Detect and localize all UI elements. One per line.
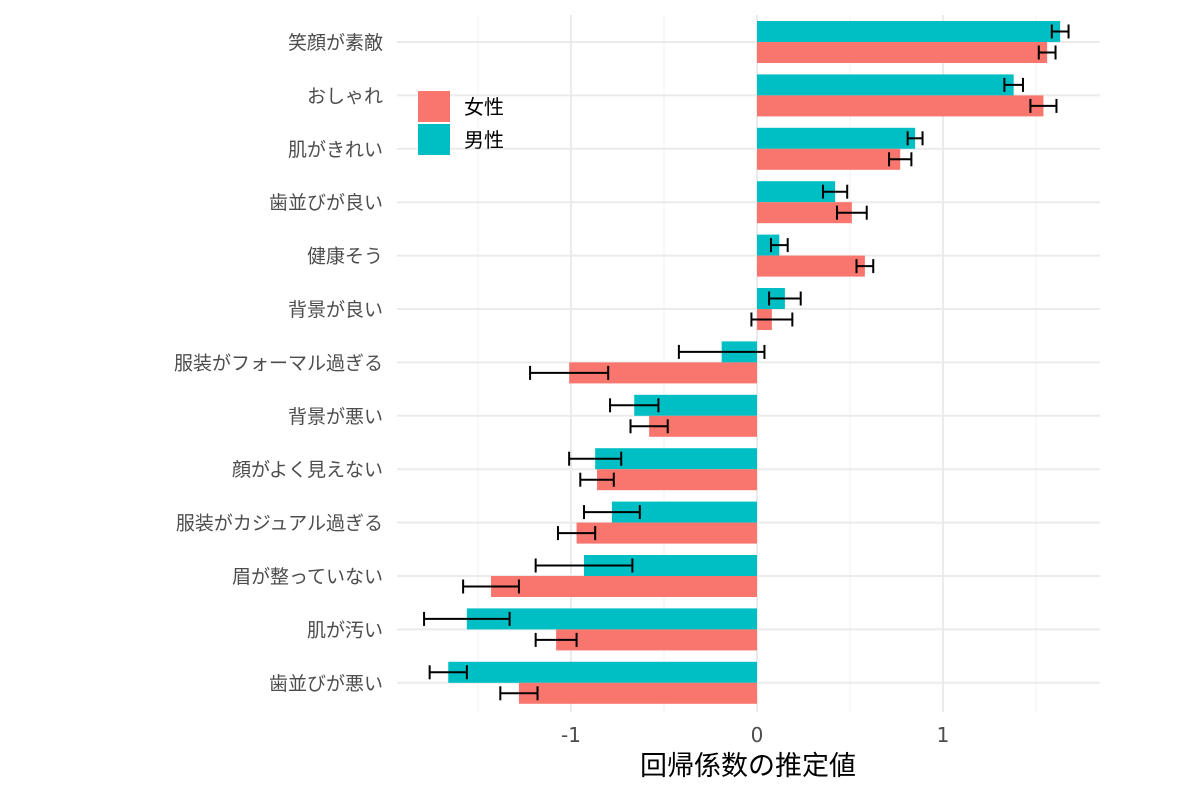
legend-swatch-female	[418, 91, 450, 122]
error-bar-male	[1050, 24, 1070, 39]
bar-male	[466, 608, 757, 630]
error-bars	[423, 24, 1070, 701]
bar-female	[757, 42, 1048, 63]
x-axis-title: 回帰係数の推定値	[640, 751, 856, 782]
error-bar-female	[556, 526, 597, 541]
legend-swatch-male	[418, 124, 450, 155]
error-bar-male	[423, 611, 511, 626]
bar-male	[757, 21, 1061, 42]
error-bar-female	[835, 205, 868, 220]
category-label: おしゃれ	[307, 85, 383, 107]
bar-female	[757, 148, 901, 170]
bar-male	[448, 661, 757, 683]
error-bar-male	[768, 291, 802, 306]
category-label: 眉が整っていない	[232, 566, 383, 588]
bars	[448, 21, 1061, 704]
bar-male	[595, 448, 757, 470]
bar-male	[757, 234, 780, 256]
legend-label-female: 女性	[464, 95, 504, 119]
category-label: 服装がフォーマル過ぎる	[174, 352, 383, 374]
bar-female	[576, 522, 757, 544]
x-tick-label: 0	[751, 723, 764, 747]
error-bar-male	[822, 184, 849, 199]
x-tick-labels: -1 0 1	[561, 723, 949, 747]
bar-male	[611, 501, 757, 523]
bar-male	[757, 127, 916, 149]
error-bar-male	[609, 398, 660, 413]
bar-female	[757, 255, 865, 277]
category-label: 健康そう	[307, 246, 383, 268]
error-bar-male	[428, 665, 468, 680]
category-label: 笑顔が素敵	[288, 32, 383, 54]
error-bar-female	[750, 312, 794, 327]
category-labels: 笑顔が素敵おしゃれ肌がきれい歯並びが良い健康そう背景が良い服装がフォーマル過ぎる…	[174, 32, 383, 695]
category-label: 背景が良い	[288, 299, 383, 321]
bar-female	[569, 362, 757, 384]
error-bar-male	[534, 558, 634, 573]
category-label: 歯並びが悪い	[269, 673, 383, 695]
category-label: 顔がよく見えない	[232, 459, 383, 481]
bar-female	[491, 576, 757, 597]
error-bar-male	[677, 344, 766, 359]
error-bar-female	[1037, 45, 1057, 60]
error-bar-male	[568, 451, 623, 466]
error-bar-female	[534, 632, 578, 647]
error-bar-female	[579, 472, 615, 487]
bar-female	[518, 682, 757, 704]
bar-female	[597, 469, 757, 491]
bar-female	[649, 415, 757, 437]
category-label: 肌がきれい	[288, 139, 383, 161]
x-tick-label: 1	[937, 723, 950, 747]
bar-female	[757, 95, 1044, 117]
error-bar-female	[462, 579, 520, 594]
legend: 女性 男性	[418, 91, 504, 155]
error-bar-female	[499, 686, 539, 701]
error-bar-female	[529, 365, 610, 380]
category-label: 肌が汚い	[307, 619, 383, 641]
bar-female	[757, 202, 852, 224]
legend-label-male: 男性	[464, 128, 504, 152]
category-label: 服装がカジュアル過ぎる	[176, 513, 383, 535]
category-label: 歯並びが良い	[269, 192, 383, 214]
error-bar-male	[769, 238, 789, 253]
bar-female	[556, 629, 757, 651]
bar-male	[757, 74, 1014, 96]
category-label: 背景が悪い	[288, 406, 383, 428]
error-bar-female	[888, 152, 913, 167]
error-bar-female	[855, 259, 875, 274]
x-tick-label: -1	[561, 723, 581, 747]
error-bar-male	[1003, 77, 1024, 92]
error-bar-male	[906, 131, 924, 146]
bar-male	[757, 181, 836, 203]
bar-male	[584, 555, 757, 576]
error-bar-female	[1029, 98, 1058, 113]
bar-male	[634, 394, 757, 416]
error-bar-female	[629, 419, 669, 434]
error-bar-male	[583, 505, 641, 520]
